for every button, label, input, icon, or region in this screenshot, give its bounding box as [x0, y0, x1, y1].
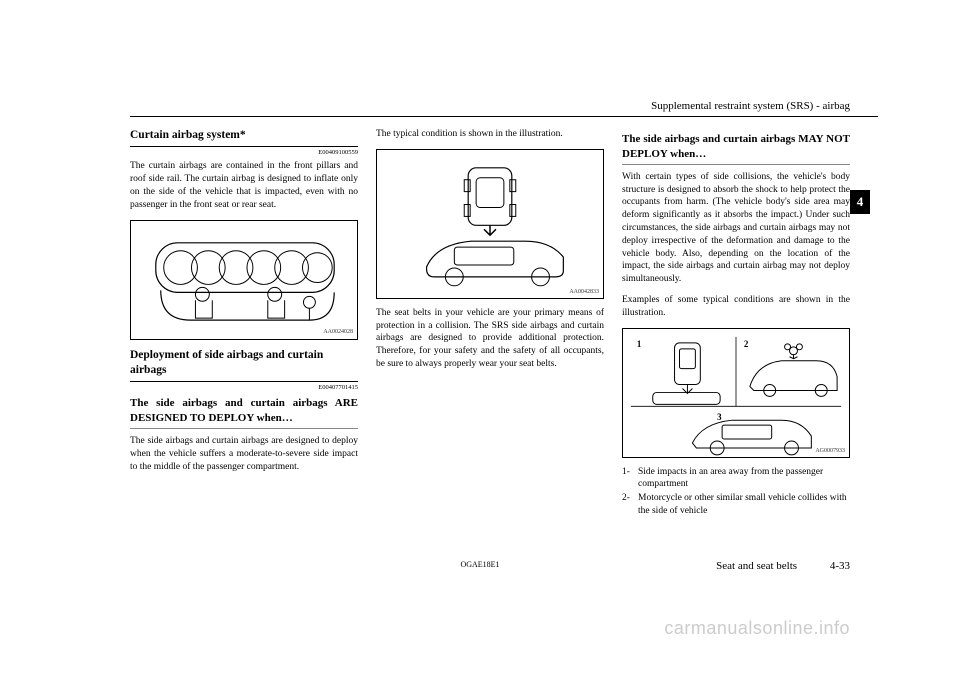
- header-rule: [130, 116, 878, 117]
- code-deploy: E00407701415: [130, 384, 358, 393]
- footer-right: Seat and seat belts 4-33: [716, 560, 850, 572]
- heading-deployment: Deployment of side airbags and curtain a…: [130, 348, 358, 382]
- header-section-title: Supplemental restraint system (SRS) - ai…: [651, 100, 850, 112]
- figure-caption-2: AA0042833: [569, 288, 599, 296]
- para-may-not: With certain types of side collisions, t…: [622, 171, 850, 286]
- heading-may-not-deploy: The side airbags and curtain airbags MAY…: [622, 132, 850, 165]
- list-num-2: 2-: [622, 492, 638, 518]
- list-item: 2- Motorcycle or other similar small veh…: [622, 492, 850, 518]
- figure-curtain-airbag: AA0024028: [130, 220, 358, 340]
- curtain-airbag-illustration: [131, 221, 357, 340]
- code-curtain: E00409100559: [130, 149, 358, 158]
- fig3-label-1: 1: [637, 338, 641, 348]
- fig3-label-2: 2: [744, 338, 749, 348]
- para-curtain: The curtain airbags are contained in the…: [130, 160, 358, 211]
- para-typical: The typical condition is shown in the il…: [376, 128, 604, 141]
- list-txt-1: Side impacts in an area away from the pa…: [638, 466, 850, 492]
- heading-curtain-airbag: Curtain airbag system*: [130, 128, 358, 147]
- watermark: carmanualsonline.info: [664, 618, 850, 639]
- fig3-label-3: 3: [717, 412, 722, 422]
- non-deploy-illustration: 1 2 3: [623, 329, 849, 458]
- column-3: The side airbags and curtain airbags MAY…: [622, 128, 850, 519]
- para-designed: The side airbags and curtain airbags are…: [130, 435, 358, 473]
- figure-caption-3: AG0007933: [815, 447, 845, 455]
- chapter-tab: 4: [850, 190, 870, 214]
- heading-designed-to-deploy: The side airbags and curtain airbags ARE…: [130, 396, 358, 429]
- footer-book-title: Seat and seat belts: [716, 560, 797, 572]
- list-num-1: 1-: [622, 466, 638, 492]
- figure-caption-1: AA0024028: [323, 328, 353, 336]
- side-collision-illustration: [377, 150, 603, 299]
- para-seatbelts: The seat belts in your vehicle are your …: [376, 307, 604, 371]
- figure-side-collision: AA0042833: [376, 149, 604, 299]
- footer-page-number: 4-33: [830, 560, 850, 572]
- list-txt-2: Motorcycle or other similar small vehicl…: [638, 492, 850, 518]
- figure-non-deploy-conditions: 1 2 3: [622, 328, 850, 458]
- list-item: 1- Side impacts in an area away from the…: [622, 466, 850, 492]
- footer-doc-code: OGAE18E1: [460, 560, 499, 569]
- column-1: Curtain airbag system* E00409100559 The …: [130, 128, 358, 519]
- para-examples: Examples of some typical conditions are …: [622, 294, 850, 320]
- column-2: The typical condition is shown in the il…: [376, 128, 604, 519]
